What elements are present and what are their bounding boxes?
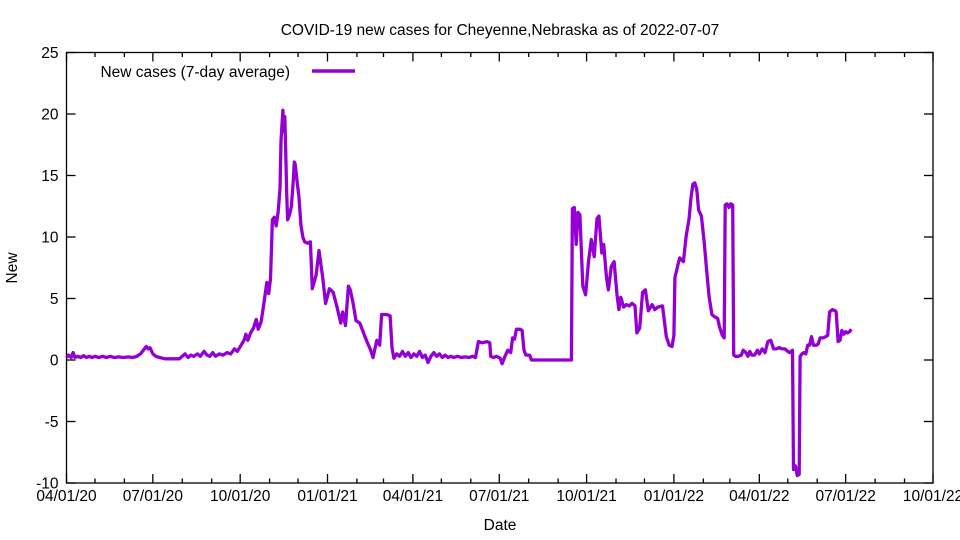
axes: -10 -5 0 5 10 15 20 25 04/01/20 07/01/20 10/01/20 0… <box>36 45 960 505</box>
series-layer <box>65 108 853 478</box>
y-tick-label: 15 <box>41 168 58 185</box>
x-tick-label: 07/01/20 <box>123 488 184 505</box>
x-tick-label: 04/01/22 <box>729 488 789 505</box>
x-tick-label: 10/01/22 <box>903 488 960 505</box>
y-tick-label: -10 <box>36 476 59 493</box>
x-tick-label: 10/01/20 <box>210 488 271 505</box>
y-axis-label: New <box>4 252 21 284</box>
x-axis-label: Date <box>484 517 517 534</box>
series-line-new-cases <box>65 108 853 478</box>
y-tick-label: -5 <box>45 414 59 431</box>
y-tick-label: 10 <box>41 230 59 247</box>
legend-label: New cases (7-day average) <box>100 64 290 81</box>
x-tick-label: 07/01/22 <box>816 488 876 505</box>
y-tick-label: 5 <box>50 291 59 308</box>
y-tick-label: 25 <box>41 45 58 62</box>
plot-border <box>65 51 934 484</box>
x-tick-label: 04/01/20 <box>36 488 97 505</box>
x-tick-label: 01/01/21 <box>297 488 357 505</box>
x-tick-label: 01/01/22 <box>644 488 704 505</box>
x-tick-label: 07/01/21 <box>469 488 529 505</box>
y-tick-label: 0 <box>50 353 59 370</box>
y-tick-label: 20 <box>41 107 59 124</box>
x-tick-label: 10/01/21 <box>556 488 616 505</box>
chart-title: COVID-19 new cases for Cheyenne,Nebraska… <box>281 22 720 39</box>
x-tick-label: 04/01/21 <box>383 488 443 505</box>
